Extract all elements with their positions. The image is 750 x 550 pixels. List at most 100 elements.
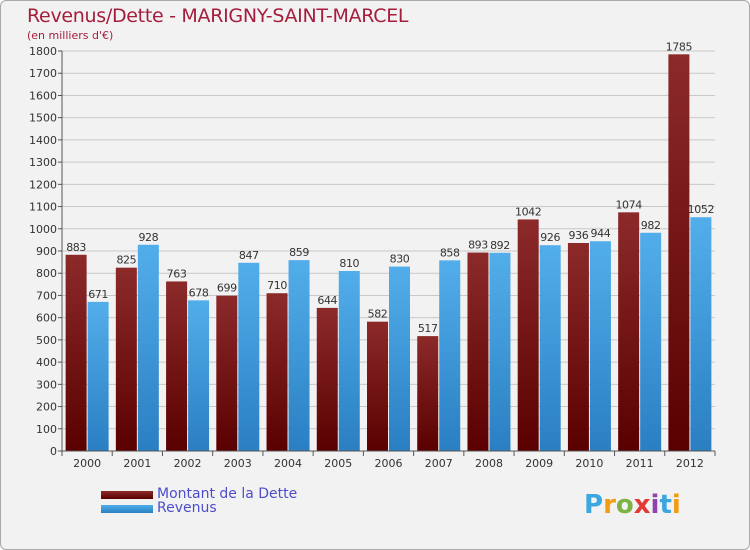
y-tick-label: 0 (50, 445, 57, 458)
data-label-debt: 883 (66, 241, 86, 254)
bar-debt (367, 321, 388, 451)
legend-swatch-revenue (101, 505, 153, 513)
data-label-revenue: 671 (88, 288, 108, 301)
bar-revenue (690, 217, 712, 451)
logo-letter: i (650, 490, 660, 520)
data-label-revenue: 810 (339, 257, 359, 270)
y-tick-label: 800 (36, 267, 57, 280)
data-label-debt: 699 (217, 282, 237, 295)
bar-revenue (338, 271, 360, 451)
bar-debt (417, 336, 439, 451)
x-tick-label: 2005 (324, 457, 352, 470)
x-tick-label: 2012 (676, 457, 704, 470)
x-tick-label: 2003 (224, 457, 252, 470)
bar-debt (266, 293, 288, 451)
x-tick-label: 2010 (575, 457, 603, 470)
y-tick-label: 600 (36, 312, 57, 325)
bar-revenue (589, 241, 611, 451)
data-label-debt: 936 (569, 229, 589, 242)
data-label-revenue: 859 (289, 246, 309, 259)
logo-letter: P (584, 490, 604, 520)
data-label-debt: 644 (317, 294, 337, 307)
y-tick-label: 1200 (29, 178, 57, 191)
bar-debt (216, 295, 238, 451)
bar-debt (517, 219, 539, 451)
data-label-debt: 763 (167, 267, 187, 280)
data-label-revenue: 982 (641, 219, 661, 232)
bar-debt (618, 212, 640, 451)
legend-label-debt: Montant de la Dette (157, 486, 298, 502)
y-tick-label: 1700 (29, 67, 57, 80)
bar-revenue (137, 244, 159, 451)
bar-debt (316, 307, 338, 451)
chart-title: Revenus/Dette - MARIGNY-SAINT-MARCEL (27, 5, 409, 27)
data-label-revenue: 892 (490, 239, 510, 252)
data-label-debt: 1074 (615, 198, 642, 211)
data-label-revenue: 858 (440, 246, 460, 259)
data-label-debt: 710 (267, 279, 287, 292)
x-tick-label: 2004 (274, 457, 302, 470)
bar-revenue (439, 260, 461, 451)
legend-label-revenue: Revenus (157, 500, 217, 516)
data-label-revenue: 926 (540, 231, 560, 244)
x-tick-label: 2007 (425, 457, 453, 470)
bar-debt (567, 243, 589, 451)
logo-letter: r (603, 490, 616, 520)
x-tick-label: 2006 (375, 457, 403, 470)
y-tick-label: 1000 (29, 223, 57, 236)
y-tick-label: 900 (36, 245, 57, 258)
bar-debt (668, 54, 690, 451)
y-tick-label: 500 (36, 334, 57, 347)
data-label-debt: 1042 (515, 205, 541, 218)
x-tick-label: 2008 (475, 457, 503, 470)
data-label-revenue: 944 (591, 227, 611, 240)
x-tick-label: 2002 (174, 457, 202, 470)
bar-revenue (640, 232, 662, 451)
y-tick-label: 1300 (29, 156, 57, 169)
x-tick-label: 2009 (525, 457, 553, 470)
bar-revenue (389, 266, 410, 451)
bar-revenue (489, 252, 511, 451)
x-tick-label: 2000 (73, 457, 101, 470)
data-label-debt: 893 (468, 239, 488, 252)
data-label-debt: 517 (418, 322, 438, 335)
y-tick-label: 1600 (29, 89, 57, 102)
y-tick-label: 700 (36, 289, 57, 302)
y-tick-label: 1800 (29, 45, 57, 58)
logo-letter: i (671, 490, 681, 520)
y-tick-label: 1400 (29, 134, 57, 147)
chart-subtitle: (en milliers d'€) (27, 29, 114, 42)
logo-letter: t (659, 490, 672, 520)
data-label-revenue: 678 (189, 286, 209, 299)
bar-revenue (288, 260, 310, 451)
data-label-debt: 1785 (666, 40, 693, 53)
data-label-revenue: 847 (239, 249, 259, 262)
logo-letter: x (633, 490, 651, 520)
y-tick-label: 1500 (29, 112, 57, 125)
data-label-revenue: 830 (390, 253, 410, 266)
data-label-debt: 582 (368, 308, 388, 321)
bar-revenue (238, 262, 260, 451)
y-tick-label: 200 (36, 401, 57, 414)
data-label-debt: 825 (116, 254, 136, 267)
bar-revenue (188, 300, 210, 451)
y-tick-label: 300 (36, 378, 57, 391)
bar-revenue (87, 301, 109, 451)
legend-swatch-debt (101, 491, 153, 499)
y-tick-label: 400 (36, 356, 57, 369)
proxiti-logo: Proxiti (584, 490, 681, 520)
data-label-revenue: 1052 (688, 203, 714, 216)
bar-debt (115, 267, 137, 451)
data-label-revenue: 928 (138, 231, 158, 244)
y-tick-label: 1100 (29, 201, 57, 214)
bar-debt (65, 254, 87, 451)
bar-debt (467, 252, 489, 451)
x-tick-label: 2011 (626, 457, 654, 470)
bar-revenue (539, 245, 561, 451)
y-tick-label: 100 (36, 423, 57, 436)
logo-letter: o (615, 490, 634, 520)
bar-debt (166, 281, 188, 451)
x-tick-label: 2001 (123, 457, 151, 470)
